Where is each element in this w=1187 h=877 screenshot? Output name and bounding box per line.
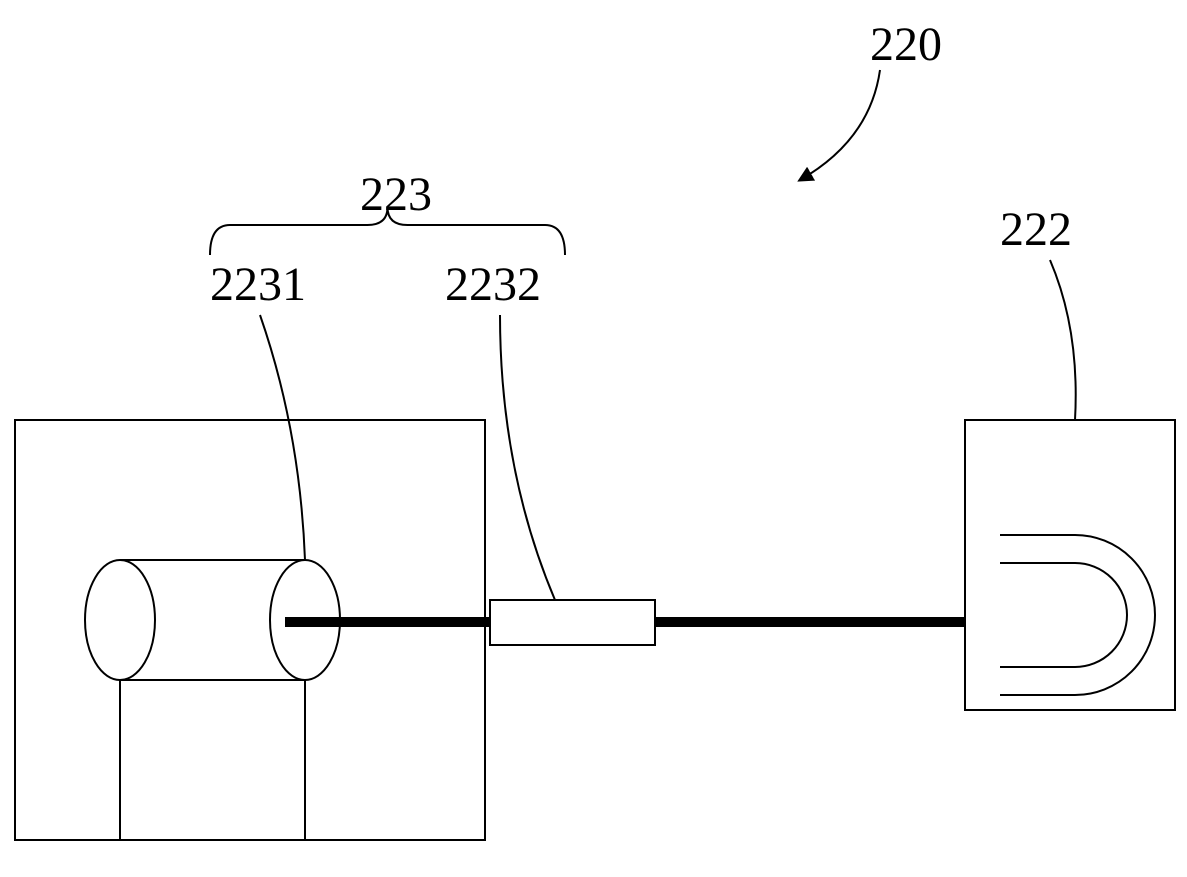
label-2232: 2232: [445, 258, 541, 311]
connector-block: [490, 600, 655, 645]
leader-222: [1050, 260, 1076, 420]
cylinder-left-cap: [85, 560, 155, 680]
label-222: 222: [1000, 203, 1072, 256]
leader-2232: [500, 315, 555, 600]
leader-220: [800, 70, 880, 180]
leader-2231: [260, 315, 305, 560]
label-2231: 2231: [210, 258, 306, 311]
label-223: 223: [360, 168, 432, 221]
label-220: 220: [870, 18, 942, 71]
technical-diagram: 220 223 2231 2232 222: [0, 0, 1187, 877]
